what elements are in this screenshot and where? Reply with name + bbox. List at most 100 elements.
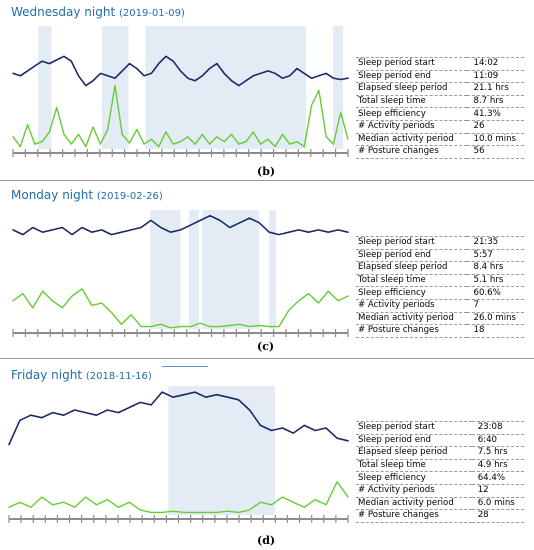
panel-sublabel: (d) xyxy=(257,534,276,547)
stat-value: 64.4% xyxy=(471,471,524,485)
stat-value: 41.3% xyxy=(467,107,524,121)
stat-label: Elapsed sleep period xyxy=(356,261,468,275)
night-date: (2019-02-26) xyxy=(96,191,163,202)
sleep-interval xyxy=(145,26,307,149)
stat-label: # Activity periods xyxy=(356,120,468,134)
stat-value: 26.0 mins xyxy=(467,312,524,326)
stat-label: Total sleep time xyxy=(356,459,472,473)
panel-friday: Friday night (2018-11-16) Sleep period s… xyxy=(0,362,534,550)
stat-label: # Posture changes xyxy=(356,509,472,523)
stats-row: Sleep efficiency 41.3% xyxy=(356,107,524,121)
stat-value: 4.9 hrs xyxy=(471,459,524,473)
stat-label: Sleep efficiency xyxy=(356,471,472,485)
panel-sublabel: (c) xyxy=(257,340,275,353)
stat-value: 21.1 hrs xyxy=(467,82,524,96)
sleep-stats-table: Sleep period start 23:08 Sleep period end 6… xyxy=(356,421,524,523)
stat-label: Total sleep time xyxy=(356,95,468,109)
stat-value: 28 xyxy=(471,509,524,523)
stat-value: 6.0 mins xyxy=(471,497,524,511)
panel-monday: Monday night (2019-02-26) Sleep period s… xyxy=(0,182,534,358)
link-underline xyxy=(162,366,208,367)
stat-value: 21:35 xyxy=(467,236,524,250)
night-label: Friday night xyxy=(11,368,83,382)
posture-line xyxy=(12,84,349,148)
activity-line xyxy=(12,214,349,236)
stat-label: Total sleep time xyxy=(356,274,468,288)
sleep-stats-table: Sleep period start 21:35 Sleep period end 5… xyxy=(356,236,524,338)
stats-row: Sleep period end 5:57 xyxy=(356,249,524,263)
sleep-interval xyxy=(188,210,199,329)
sleep-chart xyxy=(8,386,349,523)
panel-title: Wednesday night (2019-01-09) xyxy=(11,5,185,19)
posture-line xyxy=(12,288,349,329)
stat-value: 18 xyxy=(467,324,524,338)
stats-row: Sleep period end 6:40 xyxy=(356,434,524,448)
stats-row: Total sleep time 5.1 hrs xyxy=(356,274,524,288)
stat-label: Sleep period start xyxy=(356,236,468,250)
stats-row: Median activity period 6.0 mins xyxy=(356,497,524,511)
stat-label: Median activity period xyxy=(356,133,468,147)
panel-divider xyxy=(0,358,534,359)
stat-label: Sleep efficiency xyxy=(356,107,468,121)
stat-label: Elapsed sleep period xyxy=(356,446,472,460)
sleep-interval xyxy=(150,210,181,329)
stat-value: 8.7 hrs xyxy=(467,95,524,109)
panel-title: Friday night (2018-11-16) xyxy=(11,368,152,382)
stat-value: 14:02 xyxy=(467,57,524,71)
sleep-interval xyxy=(38,26,52,149)
stat-label: Sleep period end xyxy=(356,70,468,84)
stats-row: # Activity periods 26 xyxy=(356,120,524,134)
stat-label: # Posture changes xyxy=(356,145,468,159)
stat-label: Sleep period end xyxy=(356,249,468,263)
panel-divider xyxy=(0,180,534,181)
activity-line xyxy=(12,55,349,87)
stat-value: 12 xyxy=(471,484,524,498)
night-date: (2019-01-09) xyxy=(118,8,185,19)
stats-row: Elapsed sleep period 8.4 hrs xyxy=(356,261,524,275)
stats-row: Elapsed sleep period 7.5 hrs xyxy=(356,446,524,460)
stat-label: Sleep period end xyxy=(356,434,472,448)
stat-value: 7.5 hrs xyxy=(471,446,524,460)
stats-row: Total sleep time 8.7 hrs xyxy=(356,95,524,109)
stat-value: 26 xyxy=(467,120,524,134)
stat-label: # Posture changes xyxy=(356,324,468,338)
stats-row: Median activity period 10.0 mins xyxy=(356,133,524,147)
sleep-chart xyxy=(12,210,349,337)
panel-title: Monday night (2019-02-26) xyxy=(11,188,163,202)
stats-row: Sleep efficiency 60.6% xyxy=(356,286,524,300)
stat-value: 10.0 mins xyxy=(467,133,524,147)
stat-value: 11:09 xyxy=(467,70,524,84)
stats-row: Total sleep time 4.9 hrs xyxy=(356,459,524,473)
stats-row: Elapsed sleep period 21.1 hrs xyxy=(356,82,524,96)
stats-row: Sleep efficiency 64.4% xyxy=(356,471,524,485)
night-label: Wednesday night xyxy=(11,5,116,19)
stats-row: # Posture changes 28 xyxy=(356,509,524,523)
sleep-interval xyxy=(168,386,276,515)
sleep-interval xyxy=(269,210,276,329)
sleep-stats-table: Sleep period start 14:02 Sleep period end 1… xyxy=(356,57,524,159)
stats-row: # Activity periods 12 xyxy=(356,484,524,498)
stats-row: Sleep period end 11:09 xyxy=(356,70,524,84)
stat-value: 7 xyxy=(467,299,524,313)
stats-row: Sleep period start 21:35 xyxy=(356,236,524,250)
stat-value: 23:08 xyxy=(471,421,524,435)
sleep-chart xyxy=(12,26,349,157)
activity-line xyxy=(8,391,349,446)
sleep-interval xyxy=(202,210,260,329)
stat-value: 56 xyxy=(467,145,524,159)
stats-row: # Posture changes 18 xyxy=(356,324,524,338)
stat-value: 60.6% xyxy=(467,286,524,300)
stat-label: # Activity periods xyxy=(356,299,468,313)
panel-sublabel: (b) xyxy=(257,165,276,178)
stat-value: 6:40 xyxy=(471,434,524,448)
stat-label: Median activity period xyxy=(356,312,468,326)
stats-row: Sleep period start 23:08 xyxy=(356,421,524,435)
panel-wednesday: Wednesday night (2019-01-09) Sleep perio… xyxy=(0,0,534,178)
sleep-interval xyxy=(332,26,343,149)
stat-label: Sleep period start xyxy=(356,421,472,435)
stat-label: Median activity period xyxy=(356,497,472,511)
stat-label: # Activity periods xyxy=(356,484,472,498)
stat-label: Sleep period start xyxy=(356,57,468,71)
stats-row: # Posture changes 56 xyxy=(356,145,524,159)
night-date: (2018-11-16) xyxy=(85,371,152,382)
